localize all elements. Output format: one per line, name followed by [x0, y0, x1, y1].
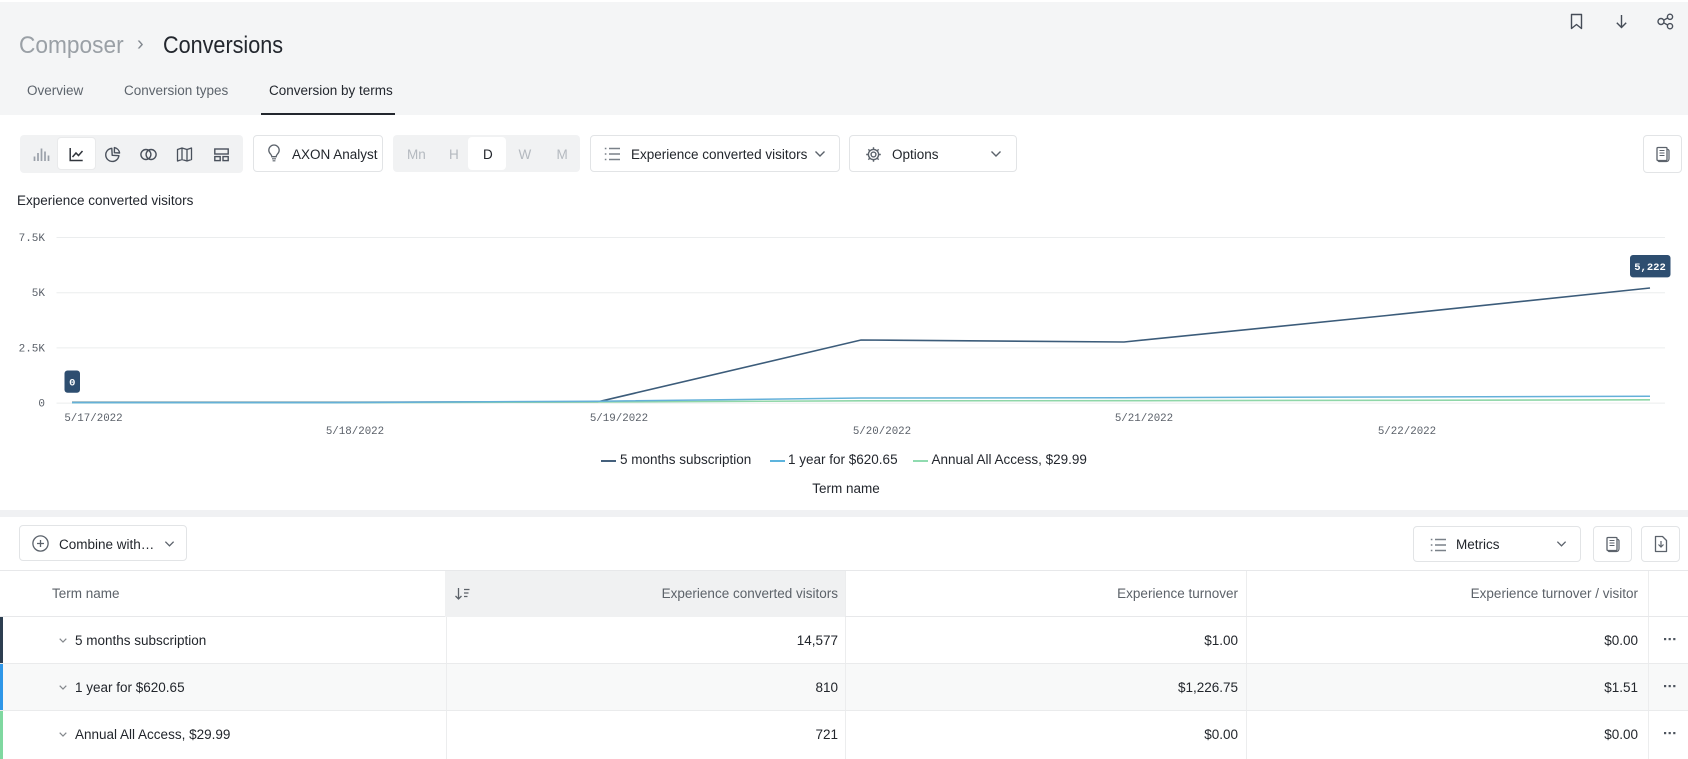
svg-text:5,222: 5,222: [1634, 262, 1666, 274]
svg-text:7.5K: 7.5K: [19, 233, 46, 245]
svg-text:2.5K: 2.5K: [19, 343, 46, 355]
svg-text:5/18/2022: 5/18/2022: [326, 426, 384, 438]
svg-text:5/19/2022: 5/19/2022: [590, 413, 648, 425]
svg-text:0: 0: [38, 399, 45, 411]
svg-text:5/20/2022: 5/20/2022: [853, 426, 911, 438]
svg-text:0: 0: [69, 378, 75, 390]
svg-text:5/22/2022: 5/22/2022: [1378, 426, 1436, 438]
svg-text:5K: 5K: [32, 288, 46, 300]
svg-text:5/17/2022: 5/17/2022: [64, 413, 122, 425]
svg-text:5/21/2022: 5/21/2022: [1115, 413, 1173, 425]
